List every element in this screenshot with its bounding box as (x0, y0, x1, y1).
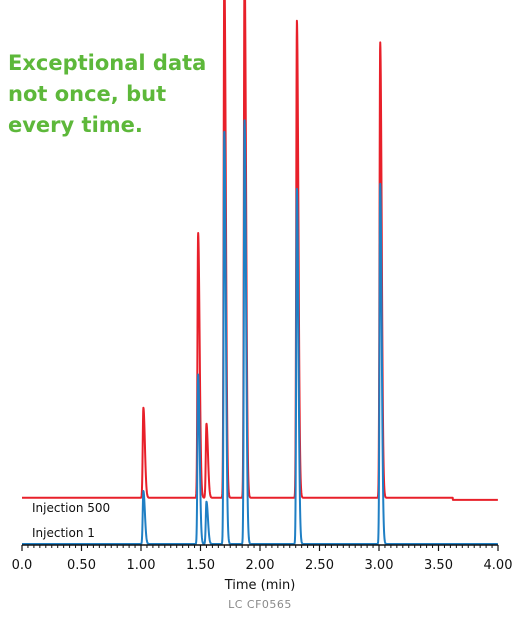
series-label-injection-1: Injection 1 (32, 526, 95, 540)
x-tick-label: 1.50 (186, 558, 215, 573)
tagline-line-1: Exceptional data (8, 51, 207, 75)
series-label-injection-500: Injection 500 (32, 501, 110, 515)
x-tick-label: 0.0 (12, 558, 33, 573)
x-major-ticks (21, 545, 499, 551)
series-traces (21, 0, 499, 545)
chart-code-label: LC CF0565 (228, 598, 292, 611)
x-tick-label: 4.00 (484, 558, 513, 573)
series-line-injection-1 (21, 119, 499, 545)
x-tick-label: 3.00 (365, 558, 394, 573)
x-tick-labels: 0.0 0.50 1.00 1.50 2.00 2.50 3.00 3.50 4.00 (12, 558, 513, 573)
x-tick-label: 2.00 (246, 558, 275, 573)
chart-title-tagline: Exceptional data not once, but every tim… (8, 48, 206, 141)
series-line-injection-500 (21, 0, 499, 501)
x-tick-label: 1.00 (127, 558, 156, 573)
tagline-line-3: every time. (8, 113, 143, 137)
x-tick-label: 0.50 (67, 558, 96, 573)
x-minor-ticks (27, 545, 493, 548)
x-tick-label: 3.50 (424, 558, 453, 573)
tagline-line-2: not once, but (8, 82, 167, 106)
x-axis-title: Time (min) (224, 578, 296, 593)
x-tick-label: 2.50 (305, 558, 334, 573)
